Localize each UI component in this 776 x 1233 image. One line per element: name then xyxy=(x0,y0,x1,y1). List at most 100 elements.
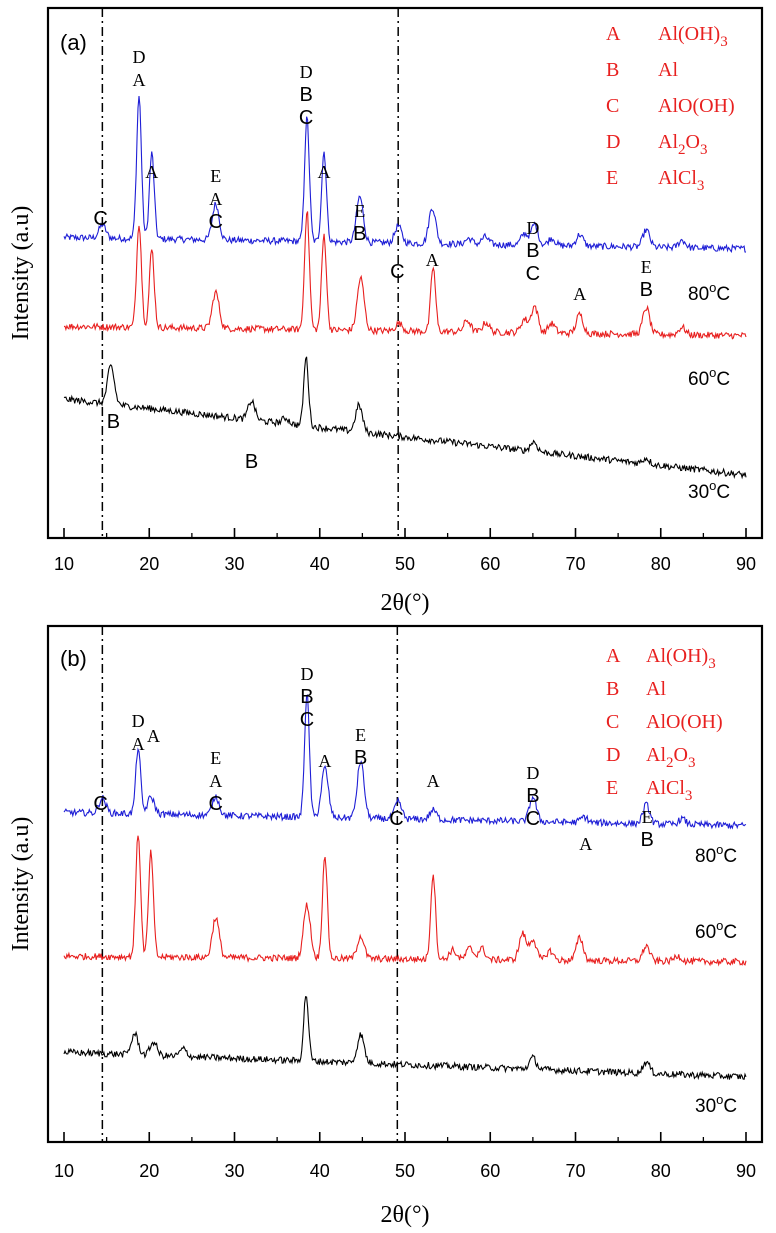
panel-label: (a) xyxy=(60,30,87,55)
peak-label: D xyxy=(526,218,539,238)
legend-letter: E xyxy=(606,777,618,799)
series-line-2 xyxy=(63,356,747,480)
x-tick-label: 60 xyxy=(480,554,500,574)
series-temperature-label: 80oC xyxy=(695,842,737,867)
peak-label: B xyxy=(107,411,120,433)
legend-letter: D xyxy=(606,131,620,153)
legend-letter: B xyxy=(606,59,619,81)
peak-label: A xyxy=(209,771,222,791)
peak-label: E xyxy=(210,166,221,186)
series-line-0 xyxy=(63,694,747,830)
legend-phase: AlO(OH) xyxy=(658,95,735,117)
peak-label: D xyxy=(133,47,146,67)
legend-phase: Al xyxy=(646,678,666,700)
legend-phase: Al(OH)3​ xyxy=(646,645,716,672)
x-tick-label: 60 xyxy=(480,1161,500,1181)
legend-phase: AlCl3​ xyxy=(658,167,704,194)
legend-phase: Al2​O3​ xyxy=(646,744,695,771)
peak-label: A xyxy=(318,162,331,182)
peak-label: D xyxy=(300,62,313,82)
series-line-2 xyxy=(63,995,747,1081)
x-tick-label: 40 xyxy=(310,554,330,574)
x-tick-label: 50 xyxy=(395,554,415,574)
legend-letter: C xyxy=(606,711,619,733)
peak-label: D xyxy=(300,664,313,684)
peak-label: B xyxy=(300,686,313,708)
series-temperature-label: 60oC xyxy=(688,365,730,390)
x-tick-label: 70 xyxy=(565,554,585,574)
series-temperature-label: 30oC xyxy=(688,478,730,503)
peak-label: C xyxy=(299,107,313,129)
peak-label: E xyxy=(354,201,365,221)
peak-label: E xyxy=(641,257,652,277)
panel-a: 10 20 30 40 50 60 70 80 90 2θ(°) Intensity (a.u) (a… xyxy=(8,6,764,616)
series-line-1 xyxy=(63,835,747,967)
legend-letter: A xyxy=(606,23,621,45)
peak-label: A xyxy=(209,189,222,209)
x-tick-label: 80 xyxy=(651,1161,671,1181)
series-line-1 xyxy=(63,211,747,340)
peak-label: A xyxy=(145,162,158,182)
peak-label: C xyxy=(209,211,223,233)
x-axis-title: 2θ(°) xyxy=(380,590,429,616)
x-tick-label: 10 xyxy=(54,554,74,574)
x-tick-label: 30 xyxy=(224,1161,244,1181)
x-tick-label: 90 xyxy=(736,554,756,574)
y-axis-title: Intensity (a.u) xyxy=(8,206,34,341)
panel-b: 10 20 30 40 50 60 70 80 90 2θ(°) Intensity (a.u) (b… xyxy=(8,624,764,1228)
x-tick-label: 80 xyxy=(651,554,671,574)
y-axis-title: Intensity (a.u) xyxy=(8,817,34,952)
peak-label: C xyxy=(209,793,223,815)
legend-phase: Al(OH)3​ xyxy=(658,23,728,50)
peak-label: D xyxy=(132,711,145,731)
peak-label: B xyxy=(640,279,653,301)
peak-label: C xyxy=(390,261,404,283)
x-tick-label: 30 xyxy=(224,554,244,574)
peak-label: B xyxy=(526,240,539,262)
phase-legend: A Al(OH)3​ B Al C AlO(OH) D Al2​O3​ E AlCl3​ xyxy=(606,23,735,194)
legend-letter: B xyxy=(606,678,619,700)
peak-label: B xyxy=(353,223,366,245)
legend-phase: Al2​O3​ xyxy=(658,131,707,158)
legend-phase: Al xyxy=(658,59,678,81)
peak-label: B xyxy=(245,451,258,473)
peak-label: A xyxy=(147,726,160,746)
series-line-0 xyxy=(63,96,747,254)
plot-frame xyxy=(46,6,764,540)
legend-phase: AlO(OH) xyxy=(646,711,723,733)
peak-label: A xyxy=(573,284,586,304)
series-temperature-label: 80oC xyxy=(688,280,730,305)
peak-label: B xyxy=(640,829,653,851)
series-temperature-label: 60oC xyxy=(695,918,737,943)
x-tick-label: 90 xyxy=(736,1161,756,1181)
peak-label: B xyxy=(354,747,367,769)
peak-label: C xyxy=(300,709,314,731)
peak-label: B xyxy=(299,84,312,106)
peak-label: A xyxy=(132,734,145,754)
peak-label: C xyxy=(93,793,107,815)
phase-legend: A Al(OH)3​ B Al C AlO(OH) D Al2​O3​ E AlCl3​ xyxy=(606,645,723,804)
peak-label: A xyxy=(579,834,592,854)
peak-label: E xyxy=(210,748,221,768)
peak-label: B xyxy=(526,785,539,807)
series-temperature-label: 30oC xyxy=(695,1092,737,1117)
legend-phase: AlCl3​ xyxy=(646,777,692,804)
legend-letter: D xyxy=(606,744,620,766)
peak-label: C xyxy=(526,808,540,830)
x-tick-label: 70 xyxy=(565,1161,585,1181)
x-tick-label: 20 xyxy=(139,554,159,574)
x-tick-label: 40 xyxy=(310,1161,330,1181)
legend-letter: E xyxy=(606,167,618,189)
peak-label: A xyxy=(318,751,331,771)
x-tick-label: 50 xyxy=(395,1161,415,1181)
panel-label: (b) xyxy=(60,646,87,671)
peak-label: C xyxy=(389,808,403,830)
peak-label: C xyxy=(93,208,107,230)
peak-label: E xyxy=(642,807,653,827)
peak-label: A xyxy=(133,70,146,90)
peak-label: A xyxy=(426,250,439,270)
x-tick-label: 20 xyxy=(139,1161,159,1181)
peak-label: E xyxy=(355,725,366,745)
peak-label: C xyxy=(526,263,540,285)
